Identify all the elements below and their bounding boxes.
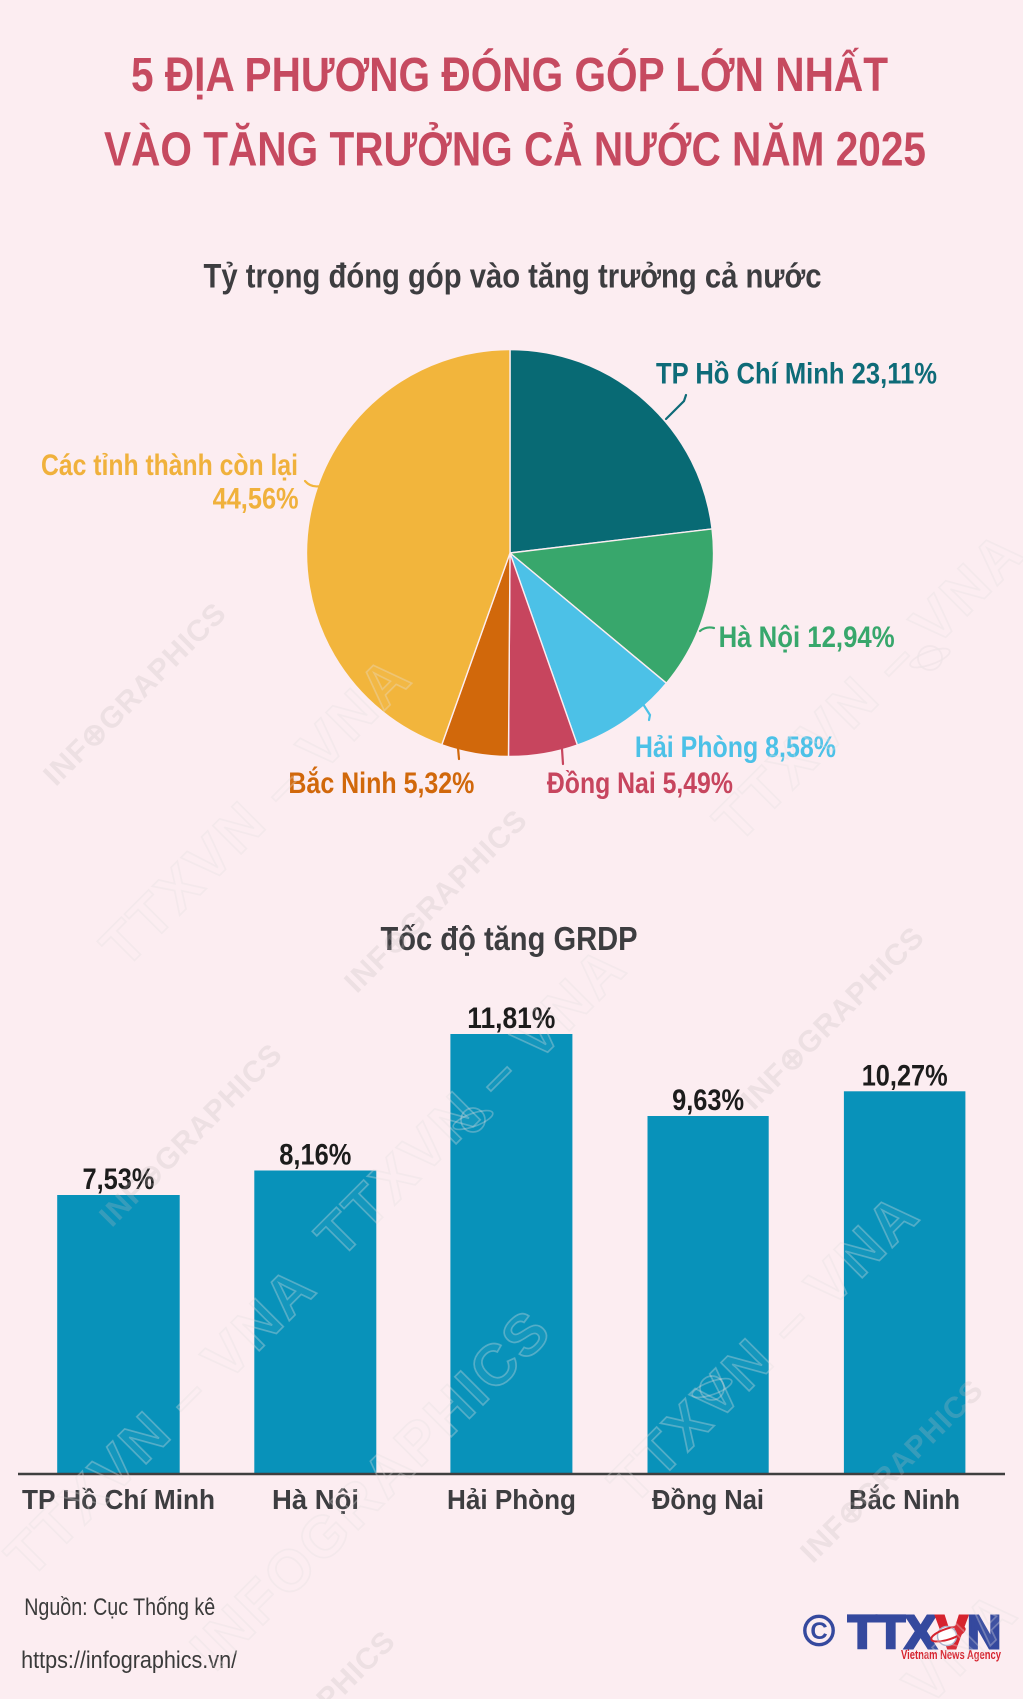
svg-text:Bắc Ninh: Bắc Ninh xyxy=(849,1484,960,1515)
svg-text:Vietnam News Agency: Vietnam News Agency xyxy=(901,1648,1001,1662)
svg-text:https://infographics.vn/: https://infographics.vn/ xyxy=(21,1647,237,1674)
svg-text:9,63%: 9,63% xyxy=(672,1084,744,1117)
svg-text:C: C xyxy=(810,1618,827,1645)
svg-text:5 ĐỊA PHƯƠNG ĐÓNG GÓP LỚN NHẤT: 5 ĐỊA PHƯƠNG ĐÓNG GÓP LỚN NHẤT xyxy=(131,47,888,102)
svg-text:10,27%: 10,27% xyxy=(862,1059,948,1092)
svg-text:7,53%: 7,53% xyxy=(83,1163,155,1196)
svg-text:VÀO TĂNG TRƯỞNG CẢ NƯỚC NĂM 20: VÀO TĂNG TRƯỞNG CẢ NƯỚC NĂM 2025 xyxy=(104,122,926,177)
svg-text:Nguồn: Cục Thống kê: Nguồn: Cục Thống kê xyxy=(24,1594,215,1621)
svg-text:Hà Nội 12,94%: Hà Nội 12,94% xyxy=(719,621,895,654)
svg-text:Hải Phòng 8,58%: Hải Phòng 8,58% xyxy=(635,731,836,764)
svg-text:Tỷ trọng đóng góp vào tăng trư: Tỷ trọng đóng góp vào tăng trưởng cả nướ… xyxy=(204,258,822,296)
svg-text:TTXVN: TTXVN xyxy=(848,1606,1001,1658)
svg-text:Hải Phòng: Hải Phòng xyxy=(447,1484,576,1515)
svg-text:Tốc độ tăng GRDP: Tốc độ tăng GRDP xyxy=(381,921,638,958)
svg-text:Hà Nội: Hà Nội xyxy=(272,1484,359,1515)
svg-text:TP Hồ Chí Minh: TP Hồ Chí Minh xyxy=(22,1484,215,1515)
svg-text:44,56%: 44,56% xyxy=(213,483,299,516)
svg-text:Bắc Ninh 5,32%: Bắc Ninh 5,32% xyxy=(288,766,474,800)
svg-text:TP Hồ Chí Minh 23,11%: TP Hồ Chí Minh 23,11% xyxy=(656,358,937,391)
svg-text:Đồng Nai: Đồng Nai xyxy=(652,1484,764,1515)
svg-text:Các tỉnh thành còn lại: Các tỉnh thành còn lại xyxy=(41,449,298,482)
svg-text:8,16%: 8,16% xyxy=(279,1139,351,1172)
svg-text:11,81%: 11,81% xyxy=(467,1002,555,1035)
svg-text:Đồng Nai 5,49%: Đồng Nai 5,49% xyxy=(547,767,733,800)
